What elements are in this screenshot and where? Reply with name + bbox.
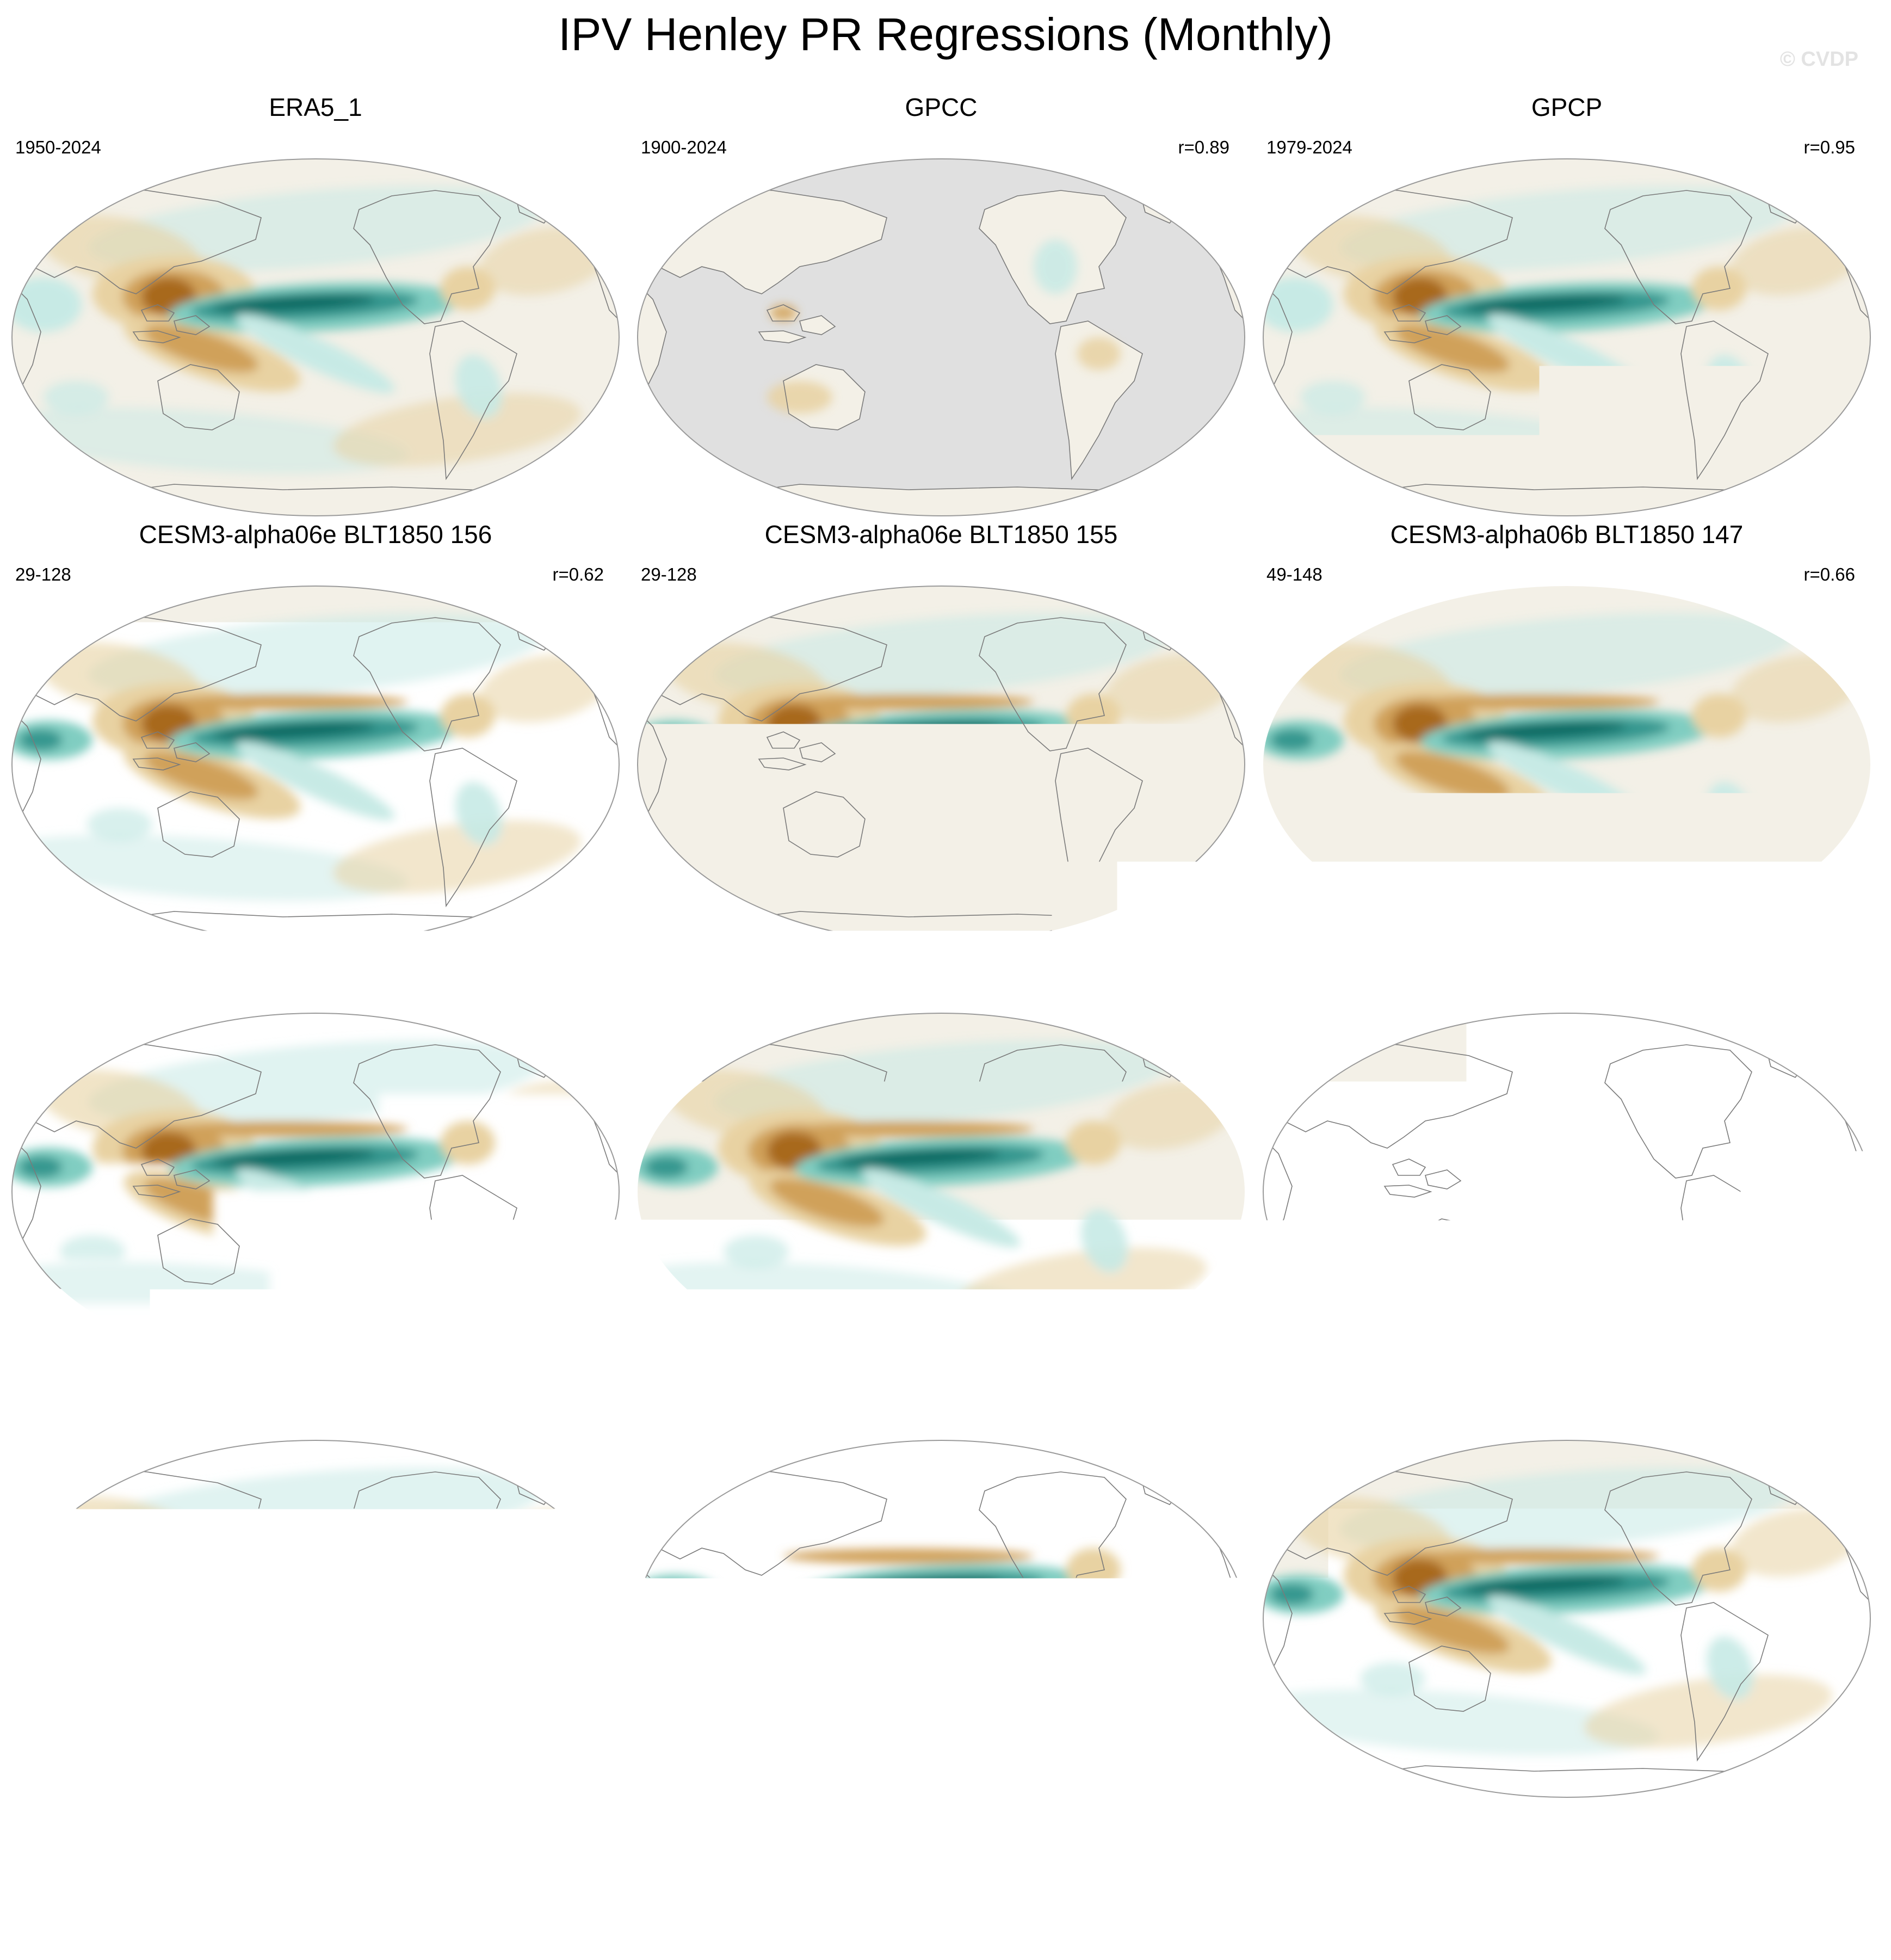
colorbar: [286, 1826, 1595, 1857]
panel-pattern-correlation: r=0.89: [1178, 137, 1230, 158]
panel-period: 101-200: [15, 991, 81, 1012]
panel-pattern-correlation: r=0.68: [1178, 564, 1230, 585]
panel-pattern-correlation: r=0.66: [1804, 564, 1856, 585]
colorbar-tick-label: 4: [1454, 1860, 1474, 1901]
colorbar-tick-label: 2: [1323, 1860, 1343, 1901]
colorbar-swatch: [417, 1826, 483, 1857]
panel-pattern-correlation: r=0.74: [553, 991, 604, 1012]
colorbar-swatch: [351, 1826, 417, 1857]
regression-map: [1262, 1012, 1871, 1371]
panel-title: CESM3-alpha06e BLT1850 155: [631, 520, 1251, 549]
regression-map: [11, 585, 620, 944]
panel-period: 49-148: [1266, 564, 1323, 585]
colorbar-swatch: [1464, 1826, 1530, 1857]
colorbar-swatch: [614, 1826, 679, 1857]
regression-map: [11, 1439, 620, 1798]
panel-period: 9-108: [641, 991, 687, 1012]
colorbar-swatch: [941, 1826, 1006, 1857]
colorbar-swatch: [286, 1826, 352, 1857]
map-panel: CESM3-beta04 BLT1850 121 101-200 r=0.74: [5, 947, 626, 1375]
colorbar-tick-label: -2: [532, 1860, 564, 1901]
regression-map: [1262, 585, 1871, 944]
panel-period: 1600-1699: [1266, 991, 1352, 1012]
panel-period: 1200-1299: [641, 1419, 727, 1439]
colorbar-tick-label: -0.75: [638, 1860, 720, 1901]
colorbar-unit-label: mm/day /C: [0, 1901, 1891, 1942]
cvdp-watermark: © CVDP: [1780, 48, 1858, 71]
panel-title: CESM3-beta02 BLT1850 104: [631, 947, 1251, 976]
colorbar-swatch: [809, 1826, 875, 1857]
panel-pattern-correlation: r=0.84: [1804, 1419, 1856, 1439]
panel-period: 1950-2024: [15, 137, 101, 158]
regression-map: [636, 158, 1246, 517]
colorbar-swatch: [1268, 1826, 1334, 1857]
panel-pattern-correlation: r=0.83: [553, 1419, 604, 1439]
panel-pattern-correlation: r=0.63: [1178, 991, 1230, 1012]
regression-map: [636, 1012, 1246, 1371]
colorbar-swatch: [1333, 1826, 1399, 1857]
panel-title: CESM3-alpha06e BLT1850 156: [5, 520, 626, 549]
panel-period: 29-128: [641, 564, 697, 585]
colorbar-swatch: [744, 1826, 810, 1857]
panel-pattern-correlation: r=0.95: [1804, 137, 1856, 158]
colorbar-tick-label: 0.75: [1167, 1860, 1237, 1901]
colorbar-swatch: [483, 1826, 548, 1857]
map-panel: CESM2 piControl A 1000-1099 r=0.84: [1257, 1374, 1877, 1802]
panel-title: CESM2 piControl A: [1257, 1374, 1877, 1403]
panel-title: ERA5_1: [5, 93, 626, 122]
panel-title: CESM2 piControl D: [1257, 947, 1877, 976]
colorbar-tick-label: -0.25: [769, 1860, 850, 1901]
panel-period: 1000-1099: [1266, 1419, 1352, 1439]
regression-map: [1262, 1439, 1871, 1798]
colorbar-swatch: [1530, 1826, 1595, 1857]
panel-title: CESM3-alpha06b BLT1850 147: [1257, 520, 1877, 549]
panel-title: CESM2 piControl C: [5, 1374, 626, 1403]
regression-map: [11, 158, 620, 517]
panel-pattern-correlation: r=0.83: [1804, 991, 1856, 1012]
map-panel: GPCP 1979-2024 r=0.95: [1257, 93, 1877, 520]
map-panel: CESM2 piControl C 1400-1499 r=0.83: [5, 1374, 626, 1802]
map-panel: CESM3-alpha06e BLT1850 155 29-128 r=0.68: [631, 520, 1251, 947]
regression-map: [636, 585, 1246, 944]
regression-map: [1262, 158, 1871, 517]
colorbar-swatch: [679, 1826, 745, 1857]
panel-title: GPCP: [1257, 93, 1877, 122]
colorbar-swatch: [1137, 1826, 1203, 1857]
map-panel: CESM3-alpha06e BLT1850 156 29-128 r=0.62: [5, 520, 626, 947]
map-panel: CESM3-alpha06b BLT1850 147 49-148 r=0.66: [1257, 520, 1877, 947]
colorbar-swatch: [1006, 1826, 1072, 1857]
colorbar-tick-label: 0.25: [1036, 1860, 1106, 1901]
figure-title: IPV Henley PR Regressions (Monthly): [0, 4, 1891, 64]
panel-title: GPCC: [631, 93, 1251, 122]
panel-pattern-correlation: r=0.83: [1178, 1419, 1230, 1439]
colorbar-tick-label: -4: [401, 1860, 433, 1901]
panel-period: 1979-2024: [1266, 137, 1352, 158]
colorbar-swatch: [875, 1826, 941, 1857]
colorbar-swatch: [1072, 1826, 1138, 1857]
regression-map: [11, 1012, 620, 1371]
map-panel: CESM2 piControl B 1200-1299 r=0.83: [631, 1374, 1251, 1802]
colorbar-swatch: [1202, 1826, 1268, 1857]
map-panel: GPCC 1900-2024 r=0.89: [631, 93, 1251, 520]
colorbar-swatch: [548, 1826, 614, 1857]
land-data-area: [718, 484, 1181, 517]
map-panel: CESM3-beta02 BLT1850 104 9-108 r=0.63: [631, 947, 1251, 1375]
map-panel: CESM2 piControl D 1600-1699 r=0.83: [1257, 947, 1877, 1375]
map-panel: ERA5_1 1950-2024: [5, 93, 626, 520]
panel-pattern-correlation: r=0.62: [553, 564, 604, 585]
panel-title: CESM2 piControl B: [631, 1374, 1251, 1403]
panel-title: CESM3-beta04 BLT1850 121: [5, 947, 626, 976]
panel-period: 1400-1499: [15, 1419, 101, 1439]
panel-period: 29-128: [15, 564, 71, 585]
panel-period: 1900-2024: [641, 137, 727, 158]
colorbar-swatch: [1399, 1826, 1464, 1857]
regression-map: [636, 1439, 1246, 1798]
colorbar-tick-label: 0: [931, 1860, 951, 1901]
